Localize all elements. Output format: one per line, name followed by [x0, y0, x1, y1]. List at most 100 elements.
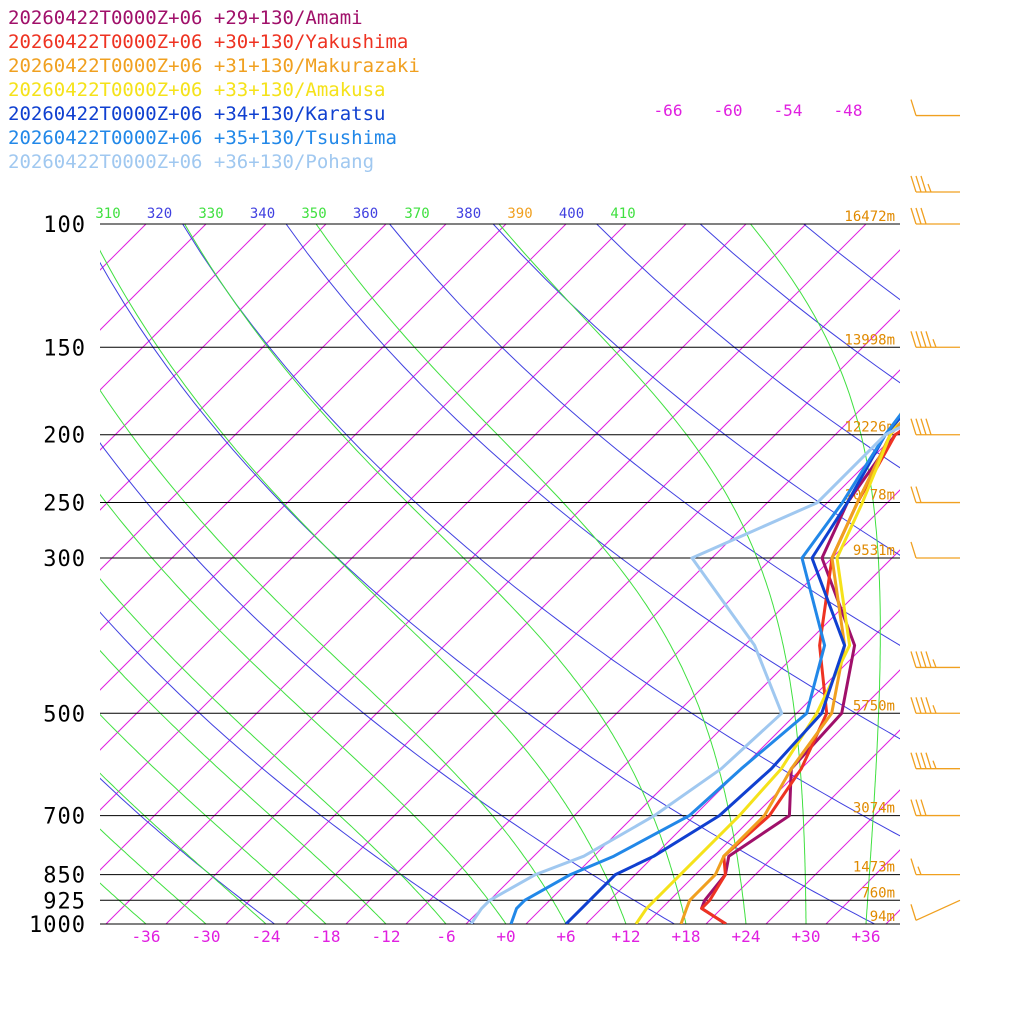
- barb-flag: [910, 175, 917, 193]
- height-label: 94m: [870, 909, 895, 925]
- theta-label: 310: [95, 206, 120, 222]
- isotherm-label: -60: [714, 101, 743, 120]
- wind-barb: [910, 752, 960, 770]
- isotherm-line: [405, 429, 900, 924]
- isotherm-line: [946, 224, 1024, 924]
- barb-flag: [925, 651, 932, 668]
- theta-label: 350: [301, 206, 326, 222]
- isotherm-line: [100, 224, 447, 571]
- series-line: [700, 430, 900, 924]
- x-tick-label: -30: [192, 927, 221, 946]
- barb-flag: [920, 418, 927, 435]
- dry-adiabat-grid: [100, 224, 900, 924]
- moist-adiabat-line: [184, 224, 687, 924]
- height-label: 12226m: [844, 420, 895, 436]
- height-label: 760m: [861, 885, 895, 901]
- isotherm-line: [345, 369, 900, 924]
- series-line: [700, 429, 900, 924]
- x-tick-label: -18: [312, 927, 341, 946]
- barb-flag: [920, 651, 927, 668]
- barb-flag: [915, 418, 922, 435]
- height-label: 5750m: [853, 698, 895, 714]
- barb-flag: [920, 207, 927, 225]
- isotherm-label: -66: [654, 101, 683, 120]
- barb-flag: [920, 752, 927, 769]
- isotherm-line: [285, 309, 900, 924]
- barb-flag: [915, 207, 922, 225]
- dry-adiabat-line: [389, 224, 900, 646]
- dry-adiabat-line: [100, 442, 676, 924]
- isotherm-line: [585, 609, 900, 924]
- theta-label: 390: [507, 206, 532, 222]
- legend-entry: 20260422T0000Z+06 +35+130/Tsushima: [8, 127, 397, 149]
- theta-label: 380: [456, 206, 481, 222]
- isotherm-line: [705, 729, 900, 924]
- barb-flag: [915, 175, 922, 193]
- dry-adiabat-line: [100, 611, 476, 924]
- legend-entry: 20260422T0000Z+06 +33+130/Amakusa: [8, 79, 386, 101]
- pressure-label: 150: [43, 336, 86, 361]
- barb-flag: [910, 904, 917, 921]
- isotherm-line: [465, 489, 900, 924]
- wind-barb: [910, 486, 960, 504]
- barb-staff: [915, 899, 961, 921]
- isotherm-line: [645, 669, 900, 924]
- barb-flag: [925, 697, 932, 714]
- wind-barb: [910, 99, 960, 117]
- isotherm-line: [825, 849, 900, 924]
- theta-label: 370: [404, 206, 429, 222]
- barb-flag: [925, 331, 932, 348]
- legend-entry: 20260422T0000Z+06 +31+130/Makurazaki: [8, 55, 420, 77]
- isotherm-line: [885, 909, 900, 924]
- isotherm-line: [165, 224, 867, 924]
- isotherm-label: -48: [834, 101, 863, 120]
- dry-adiabat-line: [100, 777, 276, 924]
- theta-label: 400: [559, 206, 584, 222]
- pressure-label: 200: [43, 424, 86, 449]
- wind-barb: [910, 541, 960, 559]
- x-tick-label: +24: [732, 927, 761, 946]
- barb-half: [932, 659, 937, 668]
- isotherm-line: [100, 224, 627, 751]
- barb-flag: [910, 331, 917, 348]
- pressure-label: 850: [43, 864, 86, 889]
- height-label: 1473m: [853, 860, 895, 876]
- isotherm-line: [105, 224, 807, 924]
- theta-labels: 310 320 330 340 350 360 370 380 390 400 410: [95, 206, 635, 222]
- isotherm-line: [100, 224, 327, 451]
- height-label: 13998m: [844, 332, 895, 348]
- barb-flag: [910, 799, 917, 816]
- series-line: [509, 412, 900, 924]
- x-tick-label: +36: [852, 927, 881, 946]
- series-line: [634, 412, 900, 924]
- legend-entry: 20260422T0000Z+06 +36+130/Pohang: [8, 151, 374, 173]
- barb-flag: [925, 752, 932, 769]
- dry-adiabat-line: [182, 224, 900, 837]
- pressure-label: 925: [43, 889, 86, 914]
- isotherm-line: [100, 224, 387, 511]
- isotherm-line: [100, 224, 687, 811]
- wind-barbs: [910, 99, 961, 921]
- isotherm-line: [225, 249, 900, 924]
- pressure-label: 250: [43, 492, 86, 517]
- isotherm-line: [100, 224, 507, 631]
- height-label: 16472m: [844, 209, 895, 225]
- isotherm-line: [765, 789, 900, 924]
- barb-flag: [910, 207, 917, 225]
- barb-flag: [910, 651, 917, 668]
- barb-flag: [915, 486, 922, 503]
- barb-flag: [915, 651, 922, 668]
- x-tick-label: +6: [556, 927, 575, 946]
- barb-half: [932, 339, 937, 348]
- x-tick-label: +18: [672, 927, 701, 946]
- pressure-label: 500: [43, 702, 86, 727]
- isotherm-line: [100, 224, 207, 331]
- theta-label: 320: [147, 206, 172, 222]
- barb-flag: [920, 175, 927, 193]
- wind-barb: [910, 418, 960, 436]
- barb-flag: [910, 752, 917, 769]
- x-tick-label: -36: [132, 927, 161, 946]
- isotherm-top-labels: -66 -60 -54 -48: [654, 101, 863, 120]
- barb-flag: [915, 697, 922, 714]
- barb-flag: [920, 697, 927, 714]
